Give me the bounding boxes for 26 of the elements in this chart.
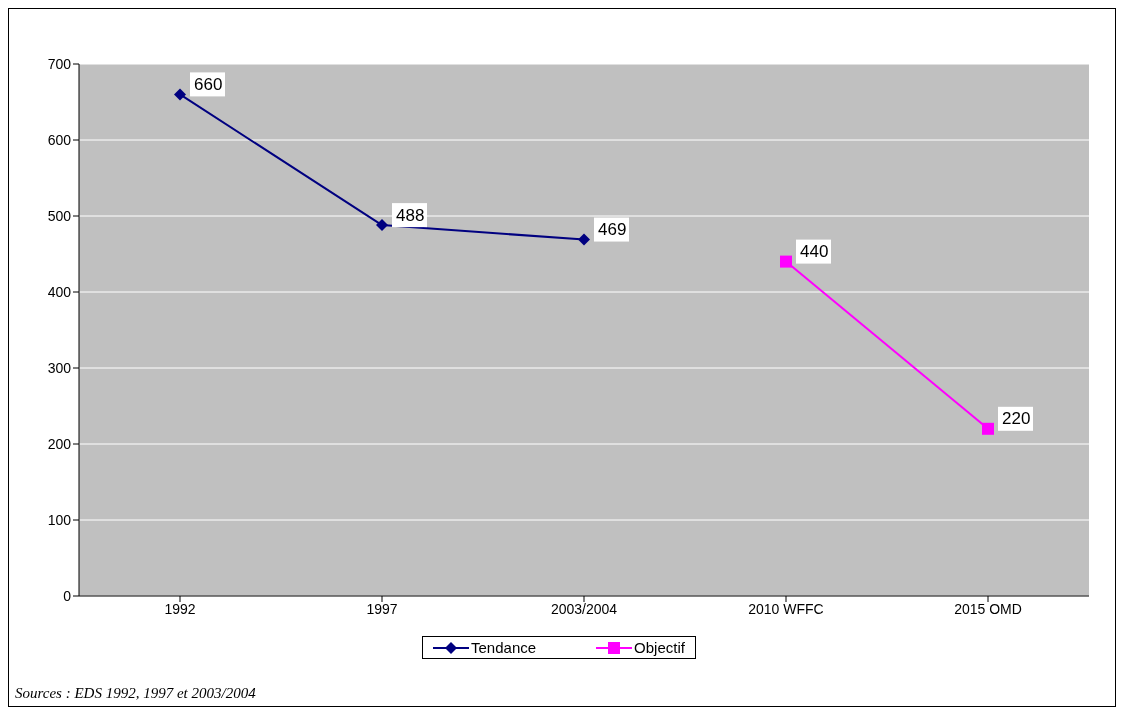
y-tick-label: 200 [47,435,72,452]
legend-label: Objectif [634,639,685,656]
y-tick-label: 600 [47,131,72,148]
x-tick-label: 1992 [164,600,196,617]
y-tick-label: 100 [47,511,72,528]
point [578,233,590,246]
y-tick-label: 0 [63,587,72,604]
y-tick-label: 300 [47,359,72,376]
data-label: 440 [800,242,829,262]
data-label: 220 [1002,409,1031,429]
x-tick-label: 2003/2004 [550,600,618,617]
data-label: 660 [194,74,223,94]
x-tick-label: 1997 [366,600,398,617]
legend-label: Tendance [471,639,537,656]
y-tick-label: 400 [47,283,72,300]
data-label: 488 [396,205,425,225]
y-tick-label: 500 [47,207,72,224]
x-tick-label: 2015 OMD [954,600,1022,617]
point [982,422,994,435]
point [780,255,792,268]
source-note: Sources : EDS 1992, 1997 et 2003/2004 [15,685,256,702]
data-label: 469 [598,220,627,240]
x-tick-label: 2010 WFFC [748,600,824,617]
y-tick-label: 700 [47,55,72,72]
point [376,219,388,232]
point [174,88,186,101]
